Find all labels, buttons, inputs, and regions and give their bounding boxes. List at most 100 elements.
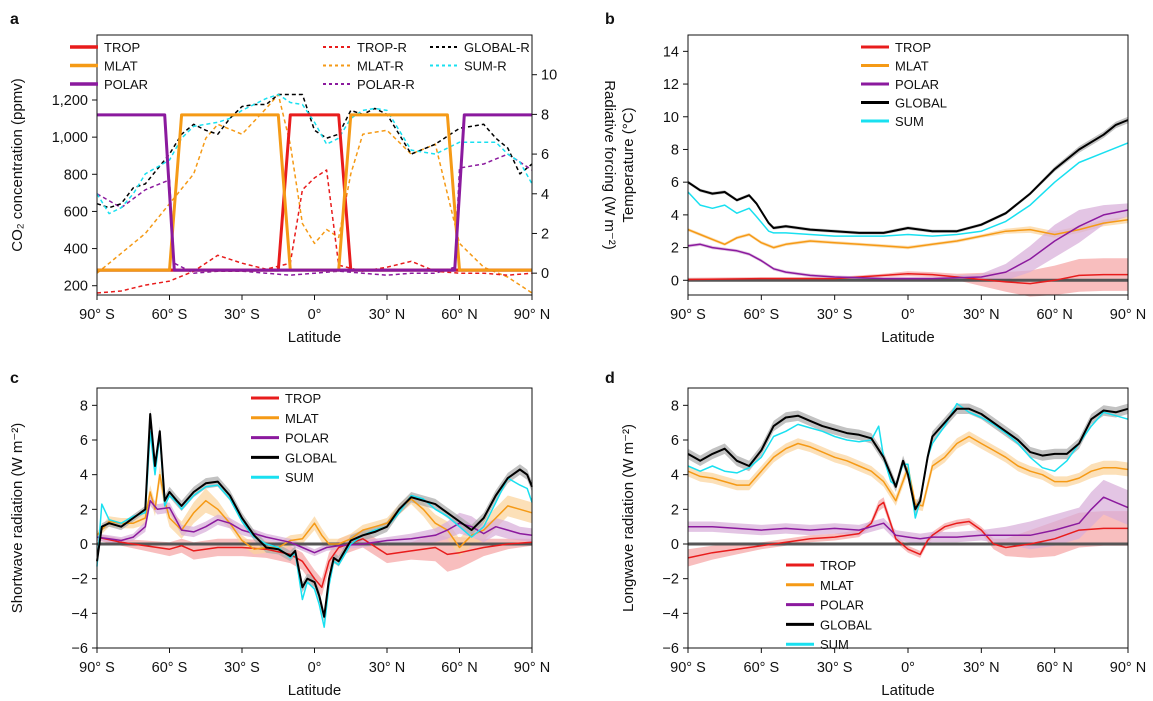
legend-label: SUM-R bbox=[464, 59, 507, 74]
series-mlat bbox=[96, 473, 533, 550]
panel-label: a bbox=[10, 11, 19, 28]
y-tick-label: 2 bbox=[671, 241, 679, 257]
legend-label: MLAT bbox=[820, 578, 854, 593]
legend-label: GLOBAL-R bbox=[464, 40, 530, 55]
legend-label: SUM bbox=[820, 637, 849, 652]
y-tick-label: 8 bbox=[671, 398, 679, 414]
x-axis-label: Latitude bbox=[881, 329, 934, 346]
y-tick-label: 6 bbox=[671, 175, 679, 191]
y-tick-label: 0 bbox=[671, 537, 679, 553]
x-tick-label: 90° S bbox=[79, 660, 115, 676]
series-trop bbox=[96, 536, 533, 589]
x-tick-label: 60° N bbox=[441, 307, 477, 323]
band-trop bbox=[688, 258, 1128, 297]
y-tick-label: 6 bbox=[80, 433, 88, 449]
series-trop bbox=[687, 501, 1128, 559]
legend-label: POLAR bbox=[104, 77, 148, 92]
y-tick-label: 14 bbox=[663, 44, 679, 60]
legend: TROP MLAT POLAR GLOBAL SUM bbox=[786, 558, 872, 652]
y-tick-label: 800 bbox=[64, 167, 88, 183]
legend-label: GLOBAL bbox=[895, 96, 947, 111]
x-tick-label: 0° bbox=[308, 307, 322, 323]
legend-label: SUM bbox=[895, 114, 924, 129]
series-sum bbox=[687, 402, 1129, 519]
y-tick-label: −6 bbox=[662, 641, 679, 657]
y-tick-label: −4 bbox=[71, 606, 88, 622]
panel-b: b 90° S 60° S 30° S 0° 30° N 60° N 90° N Latitud… bbox=[605, 11, 1146, 346]
y-tick-label: 400 bbox=[64, 242, 88, 258]
band-global bbox=[688, 403, 1128, 515]
x-tick-label: 90° N bbox=[514, 307, 550, 323]
y-tick-label: 8 bbox=[671, 142, 679, 158]
x-tick-label: 60° N bbox=[1036, 660, 1072, 676]
y-right-tick-label: 2 bbox=[541, 226, 549, 242]
y-tick-label: 0 bbox=[80, 537, 88, 553]
legend-label: GLOBAL bbox=[820, 617, 872, 632]
series-polar bbox=[688, 496, 1129, 540]
band-trop bbox=[688, 497, 1128, 567]
y-tick-label: 2 bbox=[671, 502, 679, 518]
panel-label: b bbox=[605, 11, 615, 28]
y-right-tick-label: 10 bbox=[541, 68, 557, 84]
x-axis-label: Latitude bbox=[288, 682, 341, 699]
y-tick-label: 4 bbox=[671, 468, 679, 484]
legend: TROP MLAT POLAR TROP-R MLAT-R POLAR-R GLOBAL-R… bbox=[70, 40, 530, 92]
band-trop bbox=[97, 530, 532, 596]
series-trop bbox=[97, 113, 532, 272]
y-tick-label: 0 bbox=[671, 273, 679, 289]
legend-label: POLAR-R bbox=[357, 77, 415, 92]
x-tick-label: 90° N bbox=[1110, 660, 1146, 676]
band-polar bbox=[688, 479, 1128, 550]
series-polar bbox=[96, 499, 533, 554]
x-tick-label: 90° N bbox=[514, 660, 550, 676]
x-tick-label: 0° bbox=[901, 307, 915, 323]
legend-label: TROP bbox=[820, 558, 856, 573]
x-tick-label: 0° bbox=[901, 660, 915, 676]
x-tick-label: 0° bbox=[308, 660, 322, 676]
y-tick-label: 8 bbox=[80, 398, 88, 414]
y-tick-label: −6 bbox=[71, 641, 88, 657]
x-tick-label: 60° S bbox=[152, 307, 188, 323]
x-tick-label: 60° S bbox=[152, 660, 188, 676]
legend-label: TROP-R bbox=[357, 40, 407, 55]
panel-label: d bbox=[605, 370, 615, 387]
legend-label: TROP bbox=[104, 40, 140, 55]
series-sum-r bbox=[96, 93, 533, 215]
band-mlat bbox=[688, 216, 1128, 250]
legend-label: MLAT bbox=[285, 411, 319, 426]
legend-label: SUM bbox=[285, 470, 314, 485]
panel-label: c bbox=[10, 370, 19, 387]
legend-label: POLAR bbox=[820, 598, 864, 613]
y-axis-label: Longwave radiation (W m⁻²) bbox=[620, 424, 637, 612]
x-tick-label: 30° N bbox=[963, 307, 999, 323]
y-right-tick-label: 4 bbox=[541, 187, 549, 203]
legend-label: TROP bbox=[285, 391, 321, 406]
series-trop-r bbox=[96, 169, 533, 294]
band-polar bbox=[688, 203, 1128, 281]
series-global bbox=[96, 413, 533, 618]
y-tick-label: 6 bbox=[671, 433, 679, 449]
band-polar bbox=[97, 495, 532, 557]
legend-label: GLOBAL bbox=[285, 450, 337, 465]
x-tick-label: 30° N bbox=[369, 307, 405, 323]
y-tick-label: −4 bbox=[662, 606, 679, 622]
series-mlat bbox=[687, 435, 1129, 507]
y-axis-label: Temperature (°C) bbox=[620, 107, 637, 222]
y-right-tick-label: 0 bbox=[541, 266, 549, 282]
series-mlat-r bbox=[96, 93, 533, 294]
x-tick-label: 60° S bbox=[744, 307, 780, 323]
y-tick-label: 10 bbox=[663, 110, 679, 126]
x-tick-label: 30° S bbox=[817, 307, 853, 323]
legend: TROP MLAT POLAR GLOBAL SUM bbox=[861, 40, 947, 129]
y-tick-label: 4 bbox=[671, 208, 679, 224]
series-mlat bbox=[97, 113, 532, 272]
y-tick-label: 600 bbox=[64, 204, 88, 220]
y-right-axis-label: Radiative forcing (W m⁻²) bbox=[601, 80, 618, 250]
series-mlat bbox=[687, 219, 1129, 249]
y-tick-label: 4 bbox=[80, 468, 88, 484]
y-tick-label: 1,000 bbox=[52, 130, 88, 146]
series-polar-r bbox=[96, 153, 533, 276]
y-right-tick-label: 6 bbox=[541, 147, 549, 163]
legend: TROP MLAT POLAR GLOBAL SUM bbox=[251, 391, 337, 485]
